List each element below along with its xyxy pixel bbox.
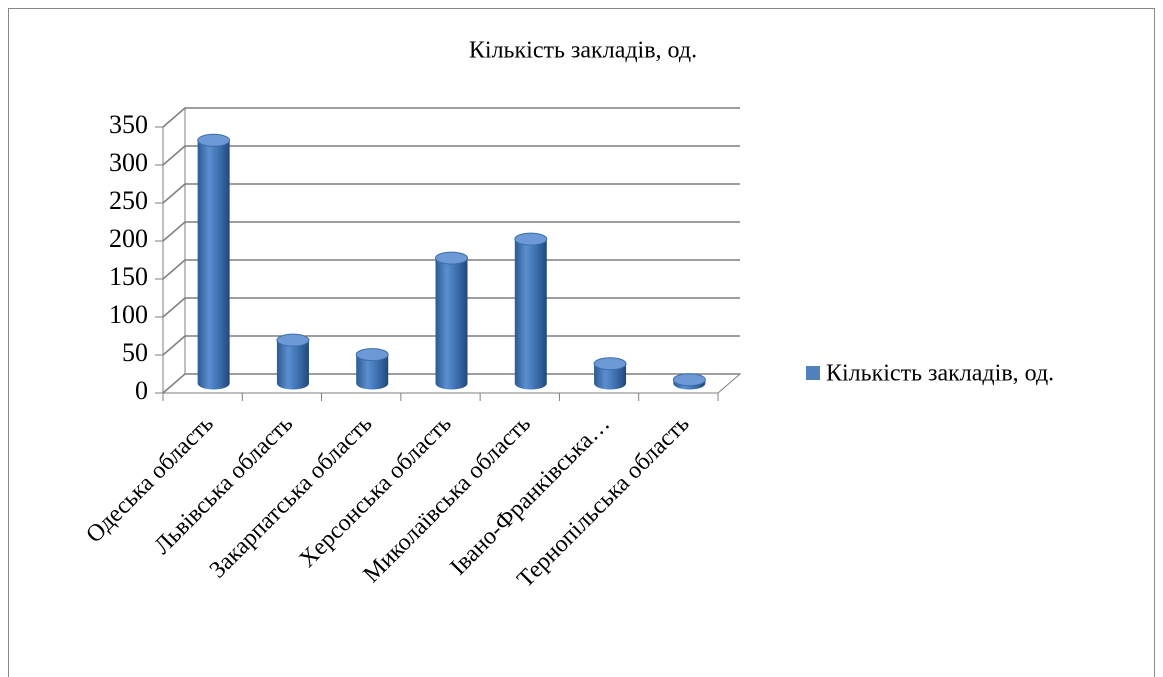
bar-top: [355, 348, 389, 362]
y-tick-label: 350: [109, 110, 148, 139]
grid-line: [162, 259, 186, 280]
bar-top: [197, 133, 231, 147]
chart-title: Кількість закладів, од.: [469, 38, 697, 64]
bar-top: [593, 357, 627, 371]
grid-line: [162, 221, 186, 242]
bar: [514, 239, 547, 390]
bar-top: [435, 251, 468, 265]
left-wall: [162, 106, 186, 395]
y-tick-label: 0: [135, 376, 148, 405]
bar-top: [672, 373, 706, 387]
chart-frame: [8, 8, 1155, 677]
grid-line: [162, 335, 186, 356]
bar: [276, 340, 309, 390]
x-tick-label: Івано-Франківська…: [445, 411, 615, 581]
bar-top: [514, 232, 548, 246]
bar: [594, 363, 627, 390]
grid-line: [162, 297, 186, 318]
y-tick-label: 250: [109, 186, 148, 215]
x-tick-label: Львівська область: [149, 411, 298, 560]
y-tick-label: 50: [122, 338, 148, 367]
bar-top: [276, 333, 310, 347]
grid-line: [162, 373, 186, 394]
y-tick-label: 100: [109, 300, 148, 329]
y-tick-label: 300: [109, 148, 148, 177]
legend-label: Кількість закладів, од.: [826, 361, 1054, 387]
grid-line: [162, 183, 186, 204]
bar: [356, 354, 389, 390]
bar: [197, 140, 230, 390]
legend-swatch: [806, 366, 820, 380]
grid-line: [162, 107, 186, 128]
grid-line: [162, 145, 186, 166]
bar: [435, 258, 468, 390]
y-tick-label: 200: [109, 224, 148, 253]
y-tick-label: 150: [109, 262, 148, 291]
x-tick-label: Херсонська область: [294, 411, 456, 573]
